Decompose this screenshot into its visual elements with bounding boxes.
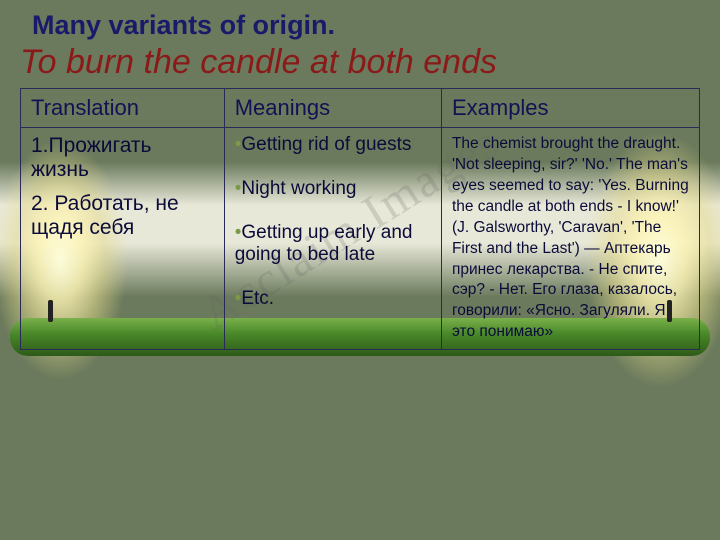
slide-content: Many variants of origin. To burn the can… xyxy=(0,0,720,540)
col-header-examples: Examples xyxy=(441,89,699,128)
example-text: The chemist brought the draught. 'Not sl… xyxy=(452,135,689,340)
translation-item-1: 1.Прожигать жизнь xyxy=(31,134,214,182)
meaning-item-1: •Getting rid of guests xyxy=(235,134,431,156)
meaning-item-2: •Night working xyxy=(235,178,431,200)
meaning-text: Getting up early and going to bed late xyxy=(235,222,413,265)
translation-item-2: 2. Работать, не щадя себя xyxy=(31,192,214,240)
cell-meanings: •Getting rid of guests •Night working •G… xyxy=(224,128,441,350)
meaning-text: Etc. xyxy=(241,288,274,309)
col-header-translation: Translation xyxy=(21,89,225,128)
cell-translation: 1.Прожигать жизнь 2. Работать, не щадя с… xyxy=(21,128,225,350)
col-header-meanings: Meanings xyxy=(224,89,441,128)
meaning-item-3: •Getting up early and going to bed late xyxy=(235,222,431,266)
meaning-item-4: •Etc. xyxy=(235,288,431,310)
slide-heading: Many variants of origin. xyxy=(20,10,700,41)
table-row: 1.Прожигать жизнь 2. Работать, не щадя с… xyxy=(21,128,700,350)
table-header-row: Translation Meanings Examples xyxy=(21,89,700,128)
slide-subheading: To burn the candle at both ends xyxy=(20,43,700,82)
cell-examples: The chemist brought the draught. 'Not sl… xyxy=(441,128,699,350)
meaning-text: Getting rid of guests xyxy=(241,134,411,155)
meaning-text: Night working xyxy=(241,178,356,199)
content-table: Translation Meanings Examples 1.Прожигат… xyxy=(20,88,700,350)
